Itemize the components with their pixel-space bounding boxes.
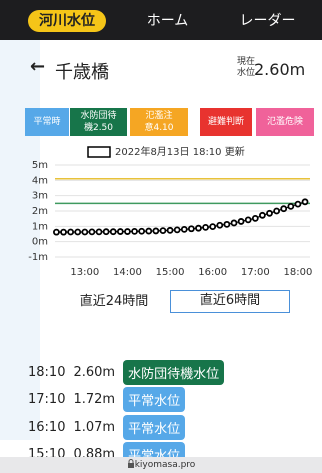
data-point [287, 203, 295, 210]
data-point [209, 223, 217, 231]
lock-icon [127, 459, 134, 468]
x-tick-label: 17:00 [241, 267, 270, 278]
decoration [0, 40, 40, 440]
data-point [230, 219, 238, 227]
data-point [60, 228, 67, 236]
data-point [131, 227, 138, 235]
data-point [74, 228, 82, 236]
data-point [223, 220, 231, 228]
y-tick-label: 5m [32, 160, 48, 171]
reading-time: 17:10 [28, 392, 66, 407]
reading-row: 17:10 1.72m 平常水位 [28, 387, 186, 413]
data-point [116, 228, 124, 235]
current-label: 現在 水位 [237, 57, 256, 78]
x-tick-label: 14:00 [113, 267, 142, 278]
data-point [202, 224, 209, 231]
data-point [81, 228, 89, 236]
y-tick-label: 0m [32, 237, 48, 248]
level-badge: 氾濫危険 [256, 108, 314, 136]
data-point [53, 228, 60, 236]
data-point [244, 216, 252, 224]
level-badge: 避難判断 [200, 108, 252, 136]
data-point [195, 224, 202, 232]
y-tick-label: 2m [32, 206, 48, 217]
level-badge: 平常時 [25, 108, 69, 136]
tab[interactable]: レーダー [239, 13, 296, 29]
data-point [301, 198, 309, 206]
reading-level: 1.72m [73, 392, 116, 407]
data-point [152, 227, 160, 235]
data-point [95, 228, 103, 236]
data-point [294, 200, 302, 208]
reading-level: 2.60m [73, 364, 116, 380]
url: kiyomasa.pro [134, 460, 196, 470]
x-tick-label: 13:00 [70, 267, 99, 278]
data-point [166, 226, 174, 234]
data-point [124, 228, 131, 235]
y-tick-label: 3m [32, 191, 48, 202]
reading-time: 18:10 [28, 364, 66, 380]
chart: 2022年8月13日 18:10 更新 5m 4m 3m 2m 1m 0m -1m 13:00 1… [28, 145, 313, 278]
data-point [280, 205, 288, 213]
y-tick-label: -1m [28, 252, 48, 263]
tab[interactable]: 河川水位 [28, 10, 106, 32]
data-point [237, 218, 245, 225]
x-tick-label: 18:00 [284, 267, 313, 278]
level-badge: 氾濫注 意4.10 [130, 108, 188, 136]
nav-bar: 河川水位 ホーム レーダー [0, 0, 322, 40]
status-badge: 平常水位 [123, 387, 186, 412]
data-point [138, 227, 146, 235]
tab[interactable]: ホーム [146, 13, 189, 29]
data-point [88, 228, 96, 236]
data-point [187, 225, 195, 233]
data-line [56, 201, 306, 233]
data-point [216, 221, 224, 229]
data-point [67, 228, 75, 236]
x-tick-label: 15:00 [156, 267, 185, 278]
reading-row: 16:10 1.07m 平常水位 [28, 414, 186, 440]
reading-time: 16:10 [28, 419, 66, 435]
status-badge: 水防団待機水位 [123, 359, 225, 385]
data-point [259, 211, 266, 219]
data-point [180, 226, 188, 233]
data-point [145, 227, 153, 235]
data-point [109, 228, 117, 236]
legend-swatch [87, 146, 111, 158]
data-point [266, 209, 273, 217]
reading-level: 1.07m [73, 419, 116, 435]
data-point [102, 228, 110, 236]
url-bar: kiyomasa.pro [0, 457, 322, 473]
reading-row: 18:10 2.60m 水防団待機水位 [28, 359, 225, 385]
data-point [273, 207, 281, 215]
y-tick-label: 4m [32, 175, 48, 186]
back-button[interactable]: ← [30, 56, 46, 77]
range-button[interactable]: 直近24時間 [79, 294, 149, 309]
level-badge: 水防団待 機2.50 [70, 108, 127, 136]
range-button[interactable]: 直近6時間 [170, 290, 290, 313]
legend-label: 2022年8月13日 18:10 更新 [115, 145, 245, 158]
data-point [251, 214, 259, 222]
current-value: 2.60m [254, 60, 306, 79]
status-badge: 平常水位 [123, 414, 186, 440]
data-point [173, 226, 181, 234]
x-tick-label: 16:00 [198, 267, 227, 278]
station-title: 千歳橋 [55, 62, 109, 83]
y-tick-label: 1m [32, 221, 48, 232]
data-point [159, 227, 167, 235]
